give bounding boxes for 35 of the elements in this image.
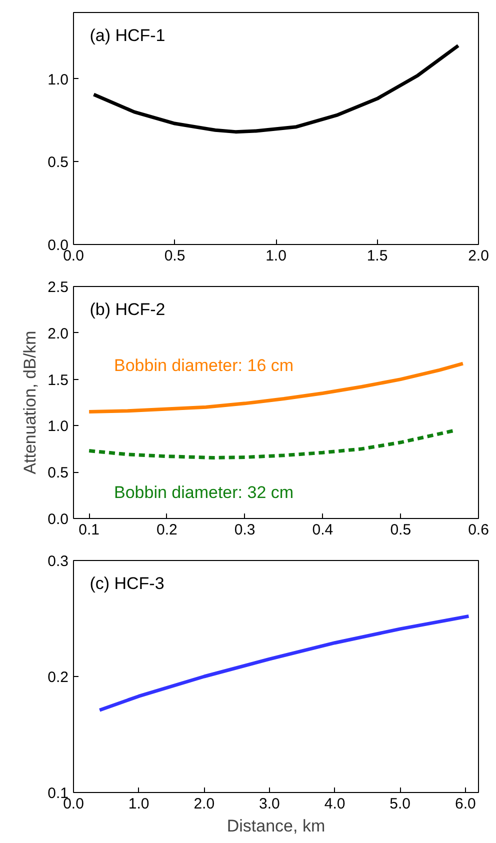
x-tick-label: 0.5	[164, 248, 186, 264]
y-axis-title: Attenuation, dB/km	[20, 330, 40, 474]
line-series	[92, 44, 460, 134]
x-tick-label: 0.6	[468, 522, 489, 538]
y-tick-label: 0.3	[48, 553, 69, 570]
y-tick-label: 0.2	[48, 669, 69, 686]
x-tick-label: 1.5	[366, 248, 388, 264]
y-tick-label: 0.5	[48, 154, 69, 172]
x-tick-label: 1.0	[128, 796, 150, 812]
x-tick-label: 2.0	[194, 796, 215, 812]
text: (b) HCF-2	[90, 300, 166, 320]
y-tick-label: 0.0	[48, 511, 69, 528]
x-tick-label: 6.0	[455, 796, 476, 812]
y-tick-label: 1.0	[48, 418, 69, 436]
x-tick-label: 0.2	[156, 522, 178, 538]
y-tick-label: 2.5	[48, 279, 69, 296]
x-tick-label: 4.0	[324, 796, 346, 812]
x-axis-title: Distance, km	[226, 816, 326, 836]
x-tick-label: 0.1	[78, 522, 100, 538]
x-tick-label: 5.0	[390, 796, 411, 812]
y-tick-label: 1.0	[48, 71, 69, 88]
x-tick-label: 0.3	[234, 522, 256, 538]
x-tick-label: 3.0	[259, 796, 280, 812]
y-tick-label: 2.0	[48, 325, 69, 342]
series-label: Bobbin diameter: 16 cm	[114, 356, 294, 375]
series-label: Bobbin diameter: 32 cm	[114, 483, 294, 502]
x-tick-label: 0.4	[312, 522, 334, 538]
text: (c) HCF-3	[90, 574, 164, 594]
y-tick-label: 1.5	[48, 372, 69, 389]
text: (a) HCF-1	[90, 26, 166, 46]
x-tick-label: 1.0	[266, 248, 286, 264]
x-tick-label: 2.0	[468, 248, 489, 264]
line-series	[98, 614, 470, 712]
y-tick-label: 0.5	[48, 464, 69, 482]
x-tick-label: 0.5	[390, 522, 412, 538]
